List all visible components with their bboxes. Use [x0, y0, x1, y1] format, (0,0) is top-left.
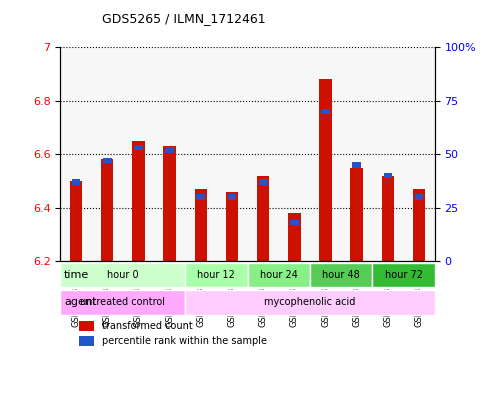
Text: transformed count: transformed count — [101, 321, 192, 331]
Bar — [227, 194, 236, 200]
Bar — [92, 47, 123, 261]
Bar — [132, 141, 144, 261]
Bar — [101, 160, 114, 261]
Bar — [185, 47, 216, 261]
Bar — [372, 47, 403, 261]
Bar — [154, 47, 185, 261]
Bar — [290, 220, 298, 225]
FancyBboxPatch shape — [60, 290, 185, 315]
Bar — [71, 179, 80, 185]
FancyBboxPatch shape — [185, 290, 435, 315]
Bar — [259, 179, 268, 185]
Bar — [103, 158, 112, 163]
Text: time: time — [64, 270, 89, 280]
Bar — [123, 47, 154, 261]
Bar — [353, 162, 361, 167]
Bar — [247, 47, 279, 261]
Text: untreated control: untreated control — [80, 298, 165, 307]
FancyBboxPatch shape — [185, 263, 248, 287]
Text: hour 72: hour 72 — [384, 270, 423, 280]
Text: hour 0: hour 0 — [107, 270, 139, 280]
Bar — [351, 167, 363, 261]
Bar — [165, 147, 174, 152]
Text: GDS5265 / ILMN_1712461: GDS5265 / ILMN_1712461 — [102, 12, 265, 25]
Bar — [197, 194, 205, 200]
Bar — [310, 47, 341, 261]
Text: mycophenolic acid: mycophenolic acid — [264, 298, 355, 307]
Bar — [257, 176, 270, 261]
Bar — [216, 47, 248, 261]
FancyBboxPatch shape — [310, 263, 372, 287]
Text: hour 24: hour 24 — [260, 270, 298, 280]
FancyBboxPatch shape — [60, 263, 185, 287]
FancyBboxPatch shape — [248, 263, 310, 287]
FancyBboxPatch shape — [372, 263, 435, 287]
Text: hour 48: hour 48 — [322, 270, 360, 280]
Bar — [134, 145, 143, 151]
Bar — [415, 194, 424, 200]
Bar — [341, 47, 372, 261]
Bar — [319, 79, 332, 261]
Bar — [70, 181, 82, 261]
Text: percentile rank within the sample: percentile rank within the sample — [101, 336, 267, 346]
Bar — [403, 47, 435, 261]
Bar — [384, 173, 392, 178]
Bar — [163, 146, 176, 261]
Bar — [226, 192, 238, 261]
Bar — [413, 189, 426, 261]
Bar — [321, 109, 330, 114]
Text: agent: agent — [64, 298, 97, 307]
Bar — [382, 176, 394, 261]
Bar — [79, 336, 94, 346]
Bar — [279, 47, 310, 261]
Bar — [60, 47, 92, 261]
Bar — [288, 213, 300, 261]
Text: hour 12: hour 12 — [198, 270, 235, 280]
Bar — [195, 189, 207, 261]
Bar — [79, 321, 94, 331]
